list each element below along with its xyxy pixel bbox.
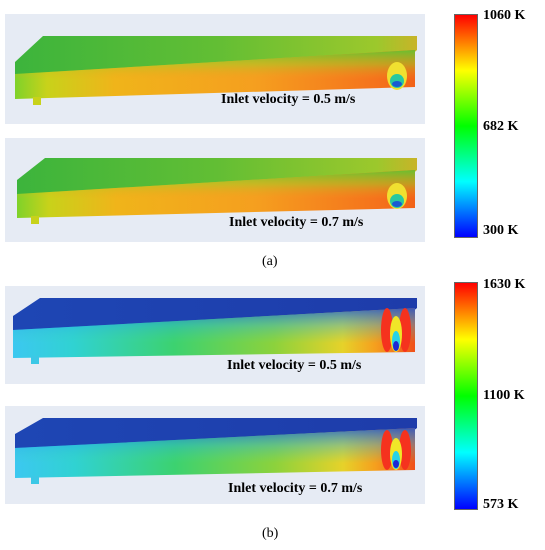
colorbar-b-mid-label: 1100 K xyxy=(483,388,525,403)
colorbar-a-mid-label: 682 K xyxy=(483,119,519,134)
inlet-velocity-label: Inlet velocity = 0.7 m/s xyxy=(228,481,363,496)
caption-b: (b) xyxy=(262,526,279,541)
colorbar-a-min-label: 300 K xyxy=(483,223,519,238)
furnace-a2 xyxy=(17,158,417,224)
colorbar-a-max-label: 1060 K xyxy=(483,8,526,23)
colorbar-a xyxy=(454,14,478,238)
inlet-velocity-label: Inlet velocity = 0.5 m/s xyxy=(227,358,362,373)
furnace-a1 xyxy=(15,36,417,105)
caption-a: (a) xyxy=(262,254,278,269)
inlet-velocity-label: Inlet velocity = 0.5 m/s xyxy=(221,92,356,107)
furnace-b1 xyxy=(13,298,417,364)
colorbar-b-min-label: 573 K xyxy=(483,497,519,512)
colorbar-b xyxy=(454,282,478,510)
panel-b1: Inlet velocity = 0.5 m/s xyxy=(5,286,425,384)
panel-b2: Inlet velocity = 0.7 m/s xyxy=(5,406,425,504)
panel-a2: Inlet velocity = 0.7 m/s xyxy=(5,138,425,242)
inlet-velocity-label: Inlet velocity = 0.7 m/s xyxy=(229,215,364,230)
panel-a1: Inlet velocity = 0.5 m/s xyxy=(5,14,425,124)
furnace-b2 xyxy=(15,418,417,484)
colorbar-b-max-label: 1630 K xyxy=(483,277,526,292)
